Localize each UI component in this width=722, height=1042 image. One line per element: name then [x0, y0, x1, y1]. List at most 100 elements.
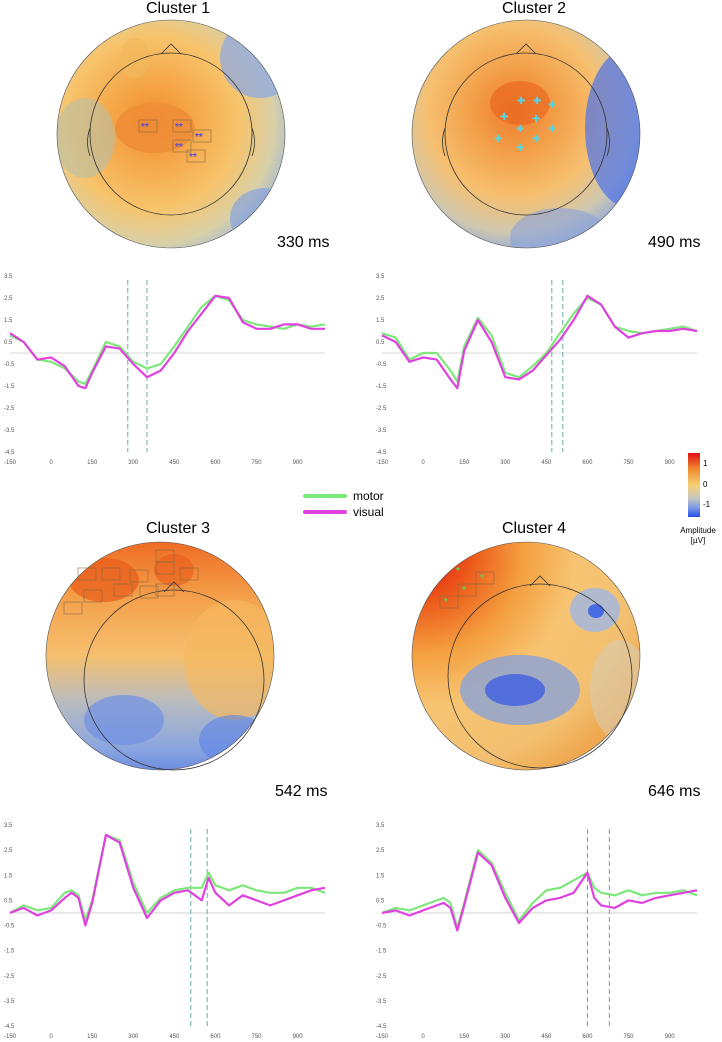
marker: **	[141, 122, 149, 133]
x-tick-label: 300	[500, 1034, 511, 1040]
y-tick-label: 0.5	[376, 340, 385, 346]
marker: **	[175, 142, 183, 153]
y-tick-label: -3.5	[376, 428, 387, 434]
motor-series-line	[9, 294, 326, 385]
x-tick-label: 450	[169, 460, 180, 466]
y-tick-label: 1.5	[4, 873, 13, 879]
x-tick-label: 900	[293, 1034, 304, 1040]
legend-label-motor: motor	[353, 489, 384, 503]
x-tick-label: 600	[210, 1034, 221, 1040]
visual-series-line	[9, 833, 326, 927]
electrode-markers: ✚ ✚ ✚ ✚ ✚ ✚ ✚ ✚ ✚ ✚	[494, 96, 556, 154]
y-tick-label: 1.5	[4, 318, 13, 324]
electrode-markers: * * * *	[444, 566, 484, 608]
latency-cluster-2: 490 ms	[648, 234, 701, 251]
x-tick-label: 900	[665, 1034, 676, 1040]
x-tick-label: 0	[421, 1034, 425, 1040]
y-tick-label: 1.5	[376, 318, 385, 324]
x-tick-label: 900	[665, 460, 676, 466]
y-tick-label: -0.5	[376, 924, 387, 930]
erp-chart-cluster-2: 3.5 2.5 1.5 0.5 -0.5 -1.5 -2.5 -3.5 -4.5 -150 0 150…	[376, 274, 698, 466]
y-tick-label: -1.5	[376, 949, 387, 955]
legend-swatch-visual	[303, 510, 347, 514]
y-tick-label: 2.5	[376, 296, 385, 302]
marker: ✚	[517, 96, 525, 107]
x-tick-label: 450	[541, 460, 552, 466]
latency-cluster-1: 330 ms	[277, 234, 330, 251]
motor-series-line	[381, 848, 698, 930]
cluster-4-title: Cluster 4	[501, 520, 567, 537]
y-tick-label: -1.5	[4, 384, 15, 390]
marker: ✚	[548, 100, 556, 111]
x-tick-label: 300	[128, 460, 139, 466]
x-tick-label: -150	[4, 460, 17, 466]
erp-chart-cluster-4: 3.5 2.5 1.5 0.5 -0.5 -1.5 -2.5 -3.5 -4.5 -150 0 150…	[376, 823, 698, 1040]
marker: *	[462, 585, 466, 596]
colorbar-tick-0: 0	[703, 480, 708, 489]
x-tick-label: 600	[582, 460, 593, 466]
x-tick-label: 600	[210, 460, 221, 466]
colorbar-title-line1: Amplitude	[680, 526, 716, 535]
topomap-cluster-3	[45, 541, 275, 771]
y-tick-label: -4.5	[376, 1024, 387, 1030]
marker: ✚	[548, 124, 556, 135]
marker: ✚	[516, 143, 524, 154]
y-tick-label: 3.5	[4, 274, 13, 280]
legend-item-motor: motor	[303, 488, 384, 504]
cluster-1-title: Cluster 1	[145, 0, 211, 17]
erp-chart-cluster-3: 3.5 2.5 1.5 0.5 -0.5 -1.5 -2.5 -3.5 -4.5 -150 0 150…	[4, 823, 326, 1040]
marker: *	[480, 573, 484, 584]
topomap-cluster-2: ✚ ✚ ✚ ✚ ✚ ✚ ✚ ✚ ✚ ✚	[411, 19, 641, 249]
x-tick-label: 750	[252, 460, 263, 466]
x-tick-label: 300	[128, 1034, 139, 1040]
colorbar-tick-1: 1	[703, 459, 708, 468]
topomap-cluster-4: * * * *	[411, 541, 641, 771]
marker: ✚	[494, 134, 502, 145]
legend: motor visual	[303, 488, 384, 520]
colorbar-tick-minus-1: -1	[703, 500, 711, 509]
y-tick-label: -1.5	[376, 384, 387, 390]
x-tick-label: 900	[293, 460, 304, 466]
colorbar-title: Amplitude [µV]	[678, 526, 718, 546]
y-tick-label: -4.5	[376, 450, 387, 456]
y-tick-label: 0.5	[4, 340, 13, 346]
visual-series-line	[9, 294, 325, 390]
y-tick-label: -2.5	[4, 406, 15, 412]
latency-cluster-4: 646 ms	[648, 783, 701, 800]
x-tick-label: 150	[87, 460, 98, 466]
marker: **	[189, 152, 197, 163]
x-tick-label: 750	[252, 1034, 263, 1040]
visual-series-line	[381, 294, 698, 390]
y-tick-label: -2.5	[376, 974, 387, 980]
x-tick-label: 150	[459, 460, 470, 466]
visual-series-line	[381, 851, 698, 932]
y-tick-label: 2.5	[376, 848, 385, 854]
y-tick-label: -2.5	[4, 974, 15, 980]
y-tick-label: -0.5	[4, 362, 15, 368]
x-tick-label: 750	[624, 460, 635, 466]
x-tick-label: 150	[87, 1034, 98, 1040]
x-tick-label: 450	[169, 1034, 180, 1040]
legend-swatch-motor	[303, 494, 347, 498]
x-tick-label: 150	[459, 1034, 470, 1040]
marker: ✚	[500, 112, 508, 123]
electrode-markers: ** ** ** ** **	[141, 122, 203, 163]
y-tick-label: -3.5	[4, 428, 15, 434]
motor-series-line	[9, 833, 326, 922]
y-tick-label: 0.5	[376, 898, 385, 904]
x-tick-label: -150	[4, 1034, 17, 1040]
y-tick-label: 2.5	[4, 848, 13, 854]
y-tick-label: -4.5	[4, 1024, 15, 1030]
y-tick-label: -0.5	[376, 362, 387, 368]
x-tick-label: -150	[376, 460, 389, 466]
y-tick-label: 2.5	[4, 296, 13, 302]
y-tick-label: -0.5	[4, 924, 15, 930]
cluster-3-title: Cluster 3	[145, 520, 211, 537]
x-tick-label: 0	[49, 1034, 53, 1040]
erp-chart-cluster-1: 3.5 2.5 1.5 0.5 -0.5 -1.5 -2.5 -3.5 -4.5 -150 0 150…	[4, 274, 326, 466]
marker: *	[456, 566, 460, 577]
y-tick-label: 1.5	[376, 873, 385, 879]
x-tick-label: 300	[500, 460, 511, 466]
marker: ✚	[532, 114, 540, 125]
marker: ✚	[532, 134, 540, 145]
